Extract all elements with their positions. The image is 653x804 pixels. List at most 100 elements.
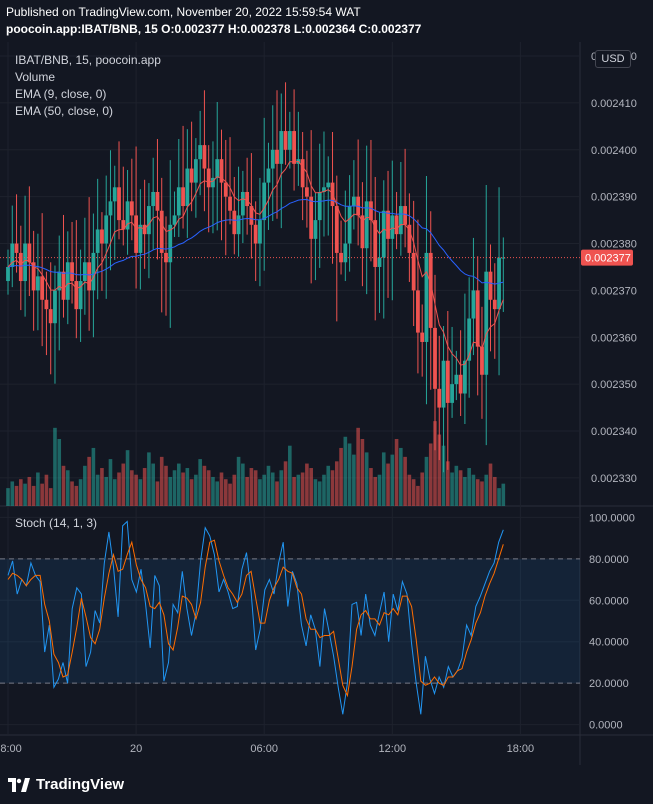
volume-bar	[44, 474, 49, 506]
price-tick-label: 0.002410	[591, 98, 637, 110]
volume-bar	[245, 476, 249, 506]
last-price-tag	[581, 249, 633, 266]
candle-body	[193, 159, 198, 183]
price-tick-label: 0.002360	[591, 332, 637, 344]
volume-bar	[206, 470, 211, 506]
candle-body	[266, 168, 271, 183]
candle-body	[134, 215, 138, 253]
volume-bar	[14, 485, 19, 506]
price-tick-label: 0.002330	[591, 473, 637, 485]
candle-body	[471, 290, 476, 319]
candle-body	[480, 346, 484, 375]
candle-body	[351, 196, 356, 207]
candle-body	[53, 290, 57, 324]
volume-bar	[428, 443, 433, 506]
volume-bar	[399, 447, 403, 506]
stoch-tick-label: 20.0000	[589, 678, 629, 690]
candle-body	[326, 182, 331, 188]
tradingview-brand: TradingView	[36, 776, 125, 793]
chart-svg[interactable]: 0.0024200.0024100.0024000.0023900.002380…	[0, 42, 653, 767]
candle-body	[240, 191, 245, 216]
volume-bar	[446, 461, 450, 506]
volume-bar	[6, 488, 10, 506]
volume-bar	[100, 468, 104, 506]
volume-bar	[236, 456, 241, 506]
stoch-k-line	[7, 520, 504, 715]
candle-body	[159, 210, 164, 253]
volume-bar	[181, 472, 185, 506]
volume-bar	[138, 479, 143, 506]
candle-body	[390, 215, 395, 239]
candle-body	[215, 159, 220, 178]
candle-body	[219, 159, 224, 183]
published-info: Published on TradingView.com, November 2…	[6, 5, 361, 19]
volume-bar	[134, 474, 138, 506]
stoch-d-line	[7, 539, 504, 698]
volume-bar	[364, 452, 369, 506]
stoch-band-fill	[0, 558, 580, 684]
volume-bar	[373, 476, 378, 506]
volume-bar	[27, 476, 32, 506]
volume-bar	[10, 481, 15, 506]
volume-bar	[125, 450, 130, 506]
price-tick-label: 0.002350	[591, 379, 637, 391]
volume-bar	[147, 452, 151, 506]
volume-bar	[253, 470, 258, 506]
candle-body	[258, 220, 262, 244]
candle-body	[236, 215, 241, 235]
volume-bar	[241, 463, 245, 506]
legend-ema9: EMA (9, close, 0)	[15, 87, 107, 101]
volume-bar	[356, 427, 360, 506]
candle-body	[100, 229, 104, 244]
candle-body	[441, 360, 446, 408]
candle-body	[437, 388, 442, 408]
candle-body	[484, 271, 489, 375]
candle-body	[57, 271, 62, 291]
volume-bar	[130, 470, 134, 506]
stoch-tick-label: 0.0000	[589, 720, 623, 732]
chart-area[interactable]: 0.0024200.0024100.0024000.0023900.002380…	[0, 42, 653, 767]
candle-body	[339, 252, 343, 263]
candle-body	[377, 257, 382, 267]
volume-bar	[223, 479, 228, 506]
stoch-tick-label: 100.0000	[589, 512, 635, 524]
volume-bar	[36, 472, 40, 506]
candle-body	[445, 360, 450, 403]
tradingview-logo[interactable]: TradingView	[8, 776, 124, 793]
volume-bar	[492, 476, 497, 506]
volume-bar	[168, 476, 173, 506]
candle-body	[420, 332, 425, 342]
volume-bar	[369, 468, 373, 506]
volume-bar	[394, 439, 399, 506]
candle-body	[125, 201, 130, 230]
candle-body	[198, 145, 203, 160]
legend-stoch: Stoch (14, 1, 3)	[15, 516, 98, 530]
volume-bar	[463, 476, 467, 506]
stoch-tick-label: 80.0000	[589, 554, 629, 566]
candle-body	[181, 187, 185, 207]
candle-body	[428, 252, 433, 328]
volume-bar	[322, 474, 326, 506]
volume-bar	[48, 488, 53, 506]
volume-bar	[121, 463, 126, 506]
candle-body	[223, 182, 228, 197]
stoch-tick-label: 40.0000	[589, 637, 629, 649]
volume-bar	[40, 483, 44, 506]
volume-bar	[334, 461, 339, 506]
candle-body	[270, 149, 275, 169]
volume-bar	[441, 445, 446, 506]
volume-bar	[497, 488, 501, 506]
volume-bar	[484, 474, 489, 506]
candle-body	[202, 145, 207, 169]
price-tick-label: 0.002390	[591, 192, 637, 204]
volume-bar	[23, 483, 27, 506]
candle-body	[313, 220, 318, 239]
candle-body	[462, 360, 467, 394]
price-tick-label: 0.002370	[591, 285, 637, 297]
candle-body	[87, 262, 92, 291]
candle-body	[501, 257, 506, 259]
volume-bar	[117, 472, 121, 506]
stoch-tick-label: 60.0000	[589, 595, 629, 607]
currency-button[interactable]: USD	[595, 50, 631, 68]
candle-body	[292, 131, 296, 164]
